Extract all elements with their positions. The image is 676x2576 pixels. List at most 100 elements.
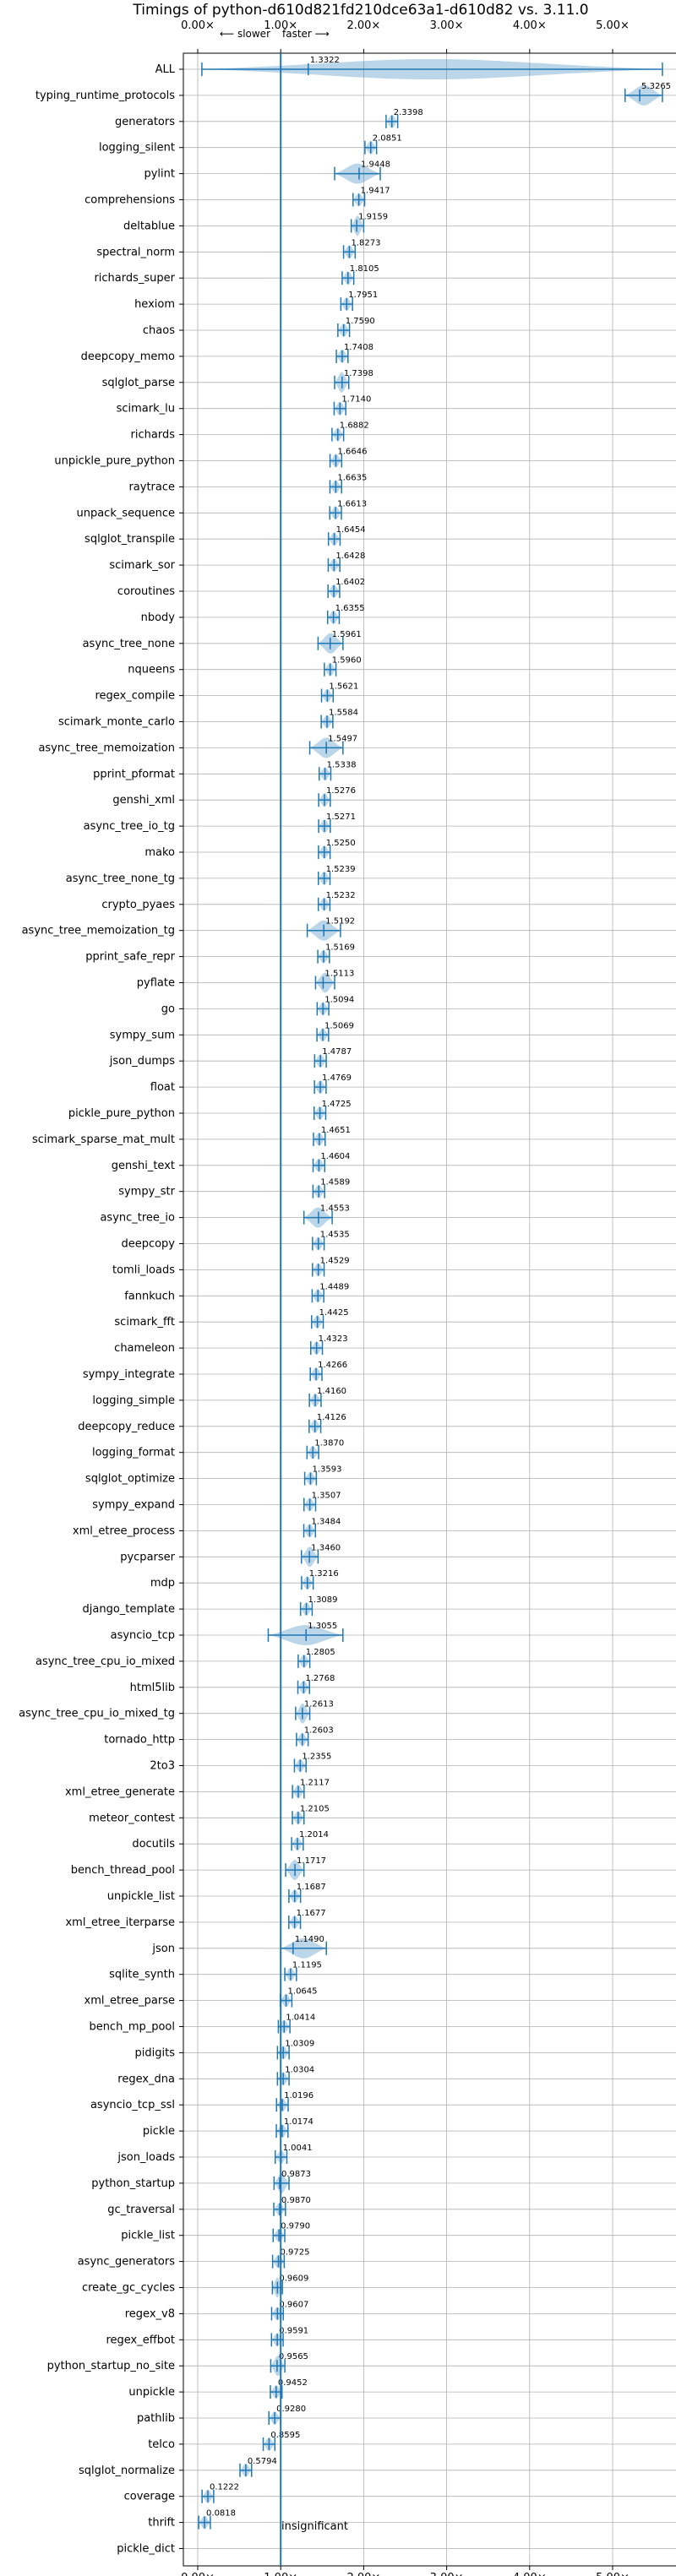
x-axis-bottom: 0.00× 1.00× 2.00× 3.00× 4.00× 5.00×: [181, 2566, 630, 2576]
value-label: 1.6454: [336, 525, 366, 535]
category-label: pprint_pformat: [93, 768, 175, 780]
value-label: 1.0041: [283, 2144, 313, 2153]
value-label: 0.8595: [270, 2431, 300, 2440]
category-label: scimark_sor: [109, 559, 175, 572]
value-label: 1.0645: [288, 1987, 318, 1997]
value-label: 1.6428: [335, 552, 365, 561]
category-label: async_tree_memoization: [38, 742, 175, 754]
value-label: 1.2768: [305, 1674, 335, 1683]
category-label: docutils: [132, 1838, 175, 1850]
category-label: sympy_sum: [110, 1029, 175, 1041]
x-tick-label-bottom: 3.00×: [430, 2572, 464, 2576]
value-label: 0.0818: [206, 2509, 236, 2519]
category-label: mako: [144, 846, 175, 859]
value-label: 1.5961: [332, 630, 362, 639]
value-label: 1.8105: [350, 264, 379, 274]
value-label: 1.5621: [329, 682, 358, 692]
value-label: 1.4489: [319, 1282, 349, 1291]
category-label: ALL: [155, 63, 176, 76]
category-label: create_gc_cycles: [82, 2282, 175, 2295]
value-label: 0.9565: [279, 2352, 308, 2361]
x-tick-label-top: 1.00×: [264, 19, 297, 32]
category-label: spectral_norm: [96, 246, 175, 258]
x-tick-label-bottom: 5.00×: [596, 2572, 630, 2576]
category-label: html5lib: [130, 1682, 175, 1694]
category-label: scimark_fft: [114, 1316, 175, 1329]
value-label: 1.6635: [337, 473, 367, 482]
category-label: deltablue: [123, 220, 175, 232]
x-tick-label-top: 5.00×: [596, 19, 630, 32]
category-label: go: [161, 1003, 175, 1015]
x-tick-label-bottom: 4.00×: [513, 2572, 547, 2576]
category-label: gc_traversal: [107, 2204, 175, 2216]
value-label: 1.6402: [335, 578, 365, 587]
category-label: 2to3: [150, 1760, 175, 1773]
category-label: scimark_sparse_mat_mult: [32, 1133, 175, 1146]
value-label: 1.6613: [337, 499, 367, 508]
x-tick-label-top: 2.00×: [346, 19, 380, 32]
category-label: xml_etree_process: [73, 1524, 175, 1537]
value-label: 0.9873: [281, 2170, 311, 2179]
x-tick-label-top: 3.00×: [430, 19, 464, 32]
category-label: pyflate: [137, 977, 175, 990]
value-label: 1.1195: [292, 1961, 322, 1970]
value-label: 1.9159: [358, 212, 388, 221]
value-label: 1.3322: [310, 56, 340, 65]
value-label: 1.4266: [318, 1361, 347, 1370]
category-label: mdp: [150, 1577, 175, 1590]
category-label: hexiom: [134, 298, 175, 311]
category-label: django_template: [83, 1603, 175, 1616]
value-label: 1.5584: [329, 709, 358, 718]
value-label: 1.5497: [328, 734, 357, 743]
category-label: bench_mp_pool: [89, 2021, 175, 2034]
category-label: pickle_dict: [117, 2543, 175, 2556]
value-label: 1.5069: [324, 1021, 354, 1030]
value-label: 1.6646: [337, 448, 367, 457]
value-label: 1.2014: [299, 1830, 329, 1840]
value-label: 1.4787: [322, 1047, 352, 1057]
category-label: nbody: [141, 611, 176, 624]
insignificant-note: insignificant: [281, 2520, 348, 2533]
category-label: unpickle_list: [107, 1890, 175, 1903]
value-label: 1.4553: [320, 1204, 350, 1214]
value-label: 1.4604: [320, 1152, 350, 1161]
value-label: 1.1687: [297, 1883, 326, 1892]
value-label: 1.4589: [320, 1178, 350, 1187]
value-label: 1.5169: [325, 943, 355, 953]
category-label: sympy_integrate: [83, 1368, 175, 1381]
category-label: sympy_expand: [92, 1499, 175, 1512]
category-label: scimark_lu: [117, 403, 175, 416]
value-label: 0.1222: [210, 2483, 239, 2492]
category-label: tomli_loads: [112, 1264, 175, 1276]
category-label: regex_effbot: [106, 2334, 175, 2346]
category-label: sqlglot_optimize: [85, 1473, 175, 1486]
category-label: nqueens: [128, 664, 175, 677]
value-label: 1.8273: [351, 238, 380, 247]
value-label: 1.6355: [335, 604, 365, 613]
category-label: sympy_str: [118, 1186, 175, 1198]
value-label: 1.5338: [327, 760, 357, 769]
category-label: deepcopy: [121, 1238, 175, 1251]
category-label: coroutines: [117, 585, 175, 598]
category-label: sqlite_synth: [109, 1969, 175, 1981]
category-label: pidigits: [135, 2046, 176, 2059]
category-label: pickle: [143, 2125, 175, 2138]
category-label: pprint_safe_repr: [85, 951, 175, 964]
benchmark-rows: ALL 1.3322 typing_runtime_protocols 5.3265 g…: [19, 56, 671, 2556]
value-label: 2.0851: [373, 134, 402, 144]
category-label: pathlib: [137, 2412, 175, 2425]
value-label: 1.0309: [285, 2039, 314, 2048]
value-label: 1.5960: [332, 656, 362, 666]
category-label: sqlglot_transpile: [84, 533, 175, 546]
value-label: 1.0414: [286, 2014, 315, 2023]
value-label: 0.5794: [248, 2457, 277, 2466]
category-label: genshi_text: [112, 1160, 175, 1172]
category-label: deepcopy_reduce: [78, 1421, 175, 1433]
category-label: unpickle_pure_python: [54, 455, 175, 468]
value-label: 1.2613: [304, 1700, 334, 1709]
value-label: 1.3089: [308, 1595, 338, 1605]
value-label: 5.3265: [641, 82, 671, 91]
value-label: 1.4651: [321, 1126, 351, 1135]
value-label: 1.9448: [361, 160, 390, 170]
